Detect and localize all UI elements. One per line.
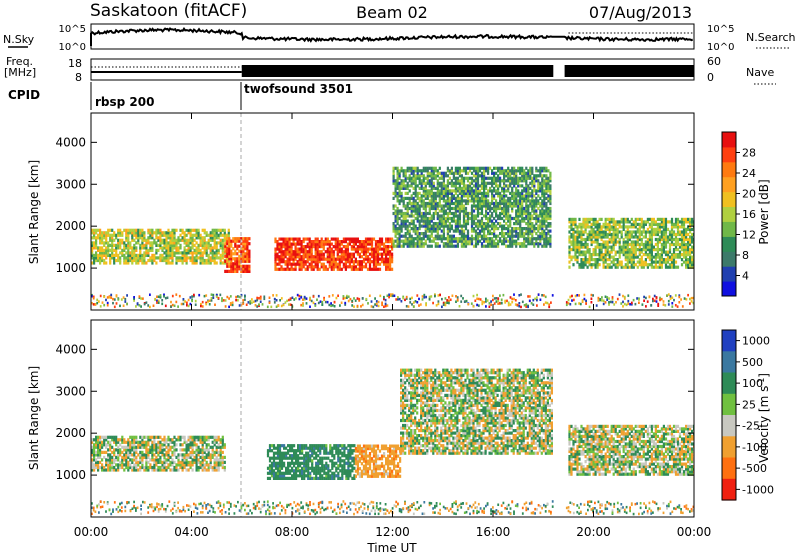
power-colorbar-label-2: 8: [742, 249, 749, 262]
freq-panel: Freq. [MHz] 18 8 60 0 Nave: [4, 55, 776, 84]
power-colorbar-label-7: 28: [742, 147, 756, 160]
freq-trace: [91, 65, 694, 77]
velocity-colorbar-segment-8: [722, 479, 736, 501]
power-colorbar-label-3: 12: [742, 229, 756, 242]
nsearch-label: N.Search: [746, 31, 796, 44]
power-colorbar-segment-4: [722, 236, 736, 251]
power-ytick-label-2: 2000: [55, 219, 86, 233]
velocity-colorbar-label-1: 1000: [742, 335, 770, 348]
power-colorbar-label-1: 4: [742, 270, 749, 283]
cpid-label: CPID: [8, 88, 40, 102]
xtick-label-2: 04:00: [174, 525, 209, 539]
freq-top-tick: 18: [68, 57, 82, 70]
velocity-colorbar-segment-2: [722, 351, 736, 373]
station-title: Saskatoon (fitACF): [90, 1, 247, 21]
power-panel: 1000 2000 3000 4000 Slant Range [km] 4 8 12 16…: [27, 113, 771, 310]
power-ytick-label-1: 1000: [55, 261, 86, 275]
velocity-ylabel: Slant Range [km]: [27, 366, 41, 470]
power-ytick-label-4: 4000: [55, 135, 86, 149]
velocity-ytick-label-3: 3000: [55, 384, 86, 398]
power-ytick-label-3: 3000: [55, 177, 86, 191]
power-colorbar-title: Power [dB]: [757, 179, 771, 244]
velocity-colorbar-title: Velocity [m s-1]: [757, 373, 771, 463]
freq-bottom-tick: 8: [75, 71, 82, 84]
beam-title: Beam 02: [356, 3, 428, 22]
nsky-bottom-tick: 10^0: [59, 42, 86, 53]
nsearch-bottom-tick: 10^0: [707, 42, 734, 53]
x-axis-label: Time UT: [366, 541, 417, 554]
heatmap-region-5: [568, 425, 695, 476]
power-colorbar-label-6: 24: [742, 167, 756, 180]
power-colorbar-segment-9: [722, 162, 736, 177]
heatmap-region-3: [274, 238, 393, 271]
power-colorbar-segment-8: [722, 177, 736, 192]
nsky-panel: N.Sky 10^5 10^0 10^5 10^0 N.Search: [3, 24, 796, 53]
heatmap-region-2: [267, 444, 356, 480]
velocity-colorbar-segment-7: [722, 458, 736, 480]
xtick-label-5: 16:00: [476, 525, 511, 539]
velocity-colorbar-segment-6: [722, 436, 736, 458]
power-colorbar-segment-11: [722, 132, 736, 147]
cpid-program-2: twofsound 3501: [244, 82, 353, 96]
velocity-colorbar-label-2: 500: [742, 356, 763, 369]
heatmap-region-4: [400, 369, 553, 455]
velocity-colorbar-segment-4: [722, 394, 736, 416]
power-colorbar-label-5: 20: [742, 188, 756, 201]
cpid-row: CPID rbsp 200 twofsound 3501: [8, 82, 353, 110]
velocity-ytick-label-1: 1000: [55, 468, 86, 482]
power-colorbar-segment-1: [722, 281, 736, 296]
nave-top-tick: 60: [707, 55, 721, 68]
velocity-ytick-label-4: 4000: [55, 342, 86, 356]
power-colorbar-segment-5: [722, 222, 736, 237]
velocity-colorbar-label-7: -500: [742, 462, 767, 475]
nsky-label: N.Sky: [3, 33, 35, 46]
heatmap-region-4: [393, 167, 552, 248]
power-colorbar-segment-6: [722, 207, 736, 222]
power-colorbar-segment-10: [722, 147, 736, 162]
power-colorbar-segment-7: [722, 192, 736, 207]
xtick-label-6: 20:00: [576, 525, 611, 539]
power-colorbar-segment-3: [722, 251, 736, 266]
nsearch-top-tick: 10^5: [707, 24, 734, 35]
xtick-label-1: 00:00: [74, 525, 109, 539]
heatmap-region-5: [568, 218, 695, 269]
nsky-top-tick: 10^5: [59, 24, 86, 35]
cpid-program-1: rbsp 200: [95, 95, 154, 109]
power-colorbar-label-4: 16: [742, 208, 756, 221]
power-ylabel: Slant Range [km]: [27, 160, 41, 264]
date-title: 07/Aug/2013: [589, 3, 692, 22]
freq-unit: [MHz]: [4, 66, 36, 79]
velocity-colorbar-label-4: 25: [742, 398, 756, 411]
xtick-label-3: 08:00: [275, 525, 310, 539]
nave-bottom-tick: 0: [707, 71, 714, 84]
xtick-label-4: 12:00: [375, 525, 410, 539]
heatmap-region-2: [224, 237, 250, 273]
nave-label: Nave: [746, 66, 774, 79]
velocity-ytick-label-2: 2000: [55, 426, 86, 440]
heatmap-region-1: [91, 229, 230, 265]
xtick-label-7: 00:00: [677, 525, 712, 539]
power-colorbar-segment-2: [722, 266, 736, 281]
heatmap-region-3: [355, 445, 401, 478]
velocity-colorbar-segment-3: [722, 373, 736, 395]
velocity-colorbar-label-8: -1000: [742, 483, 774, 496]
velocity-colorbar-segment-5: [722, 415, 736, 437]
nsky-trace: [91, 29, 693, 47]
heatmap-region-1: [91, 436, 226, 472]
velocity-colorbar-segment-1: [722, 330, 736, 352]
